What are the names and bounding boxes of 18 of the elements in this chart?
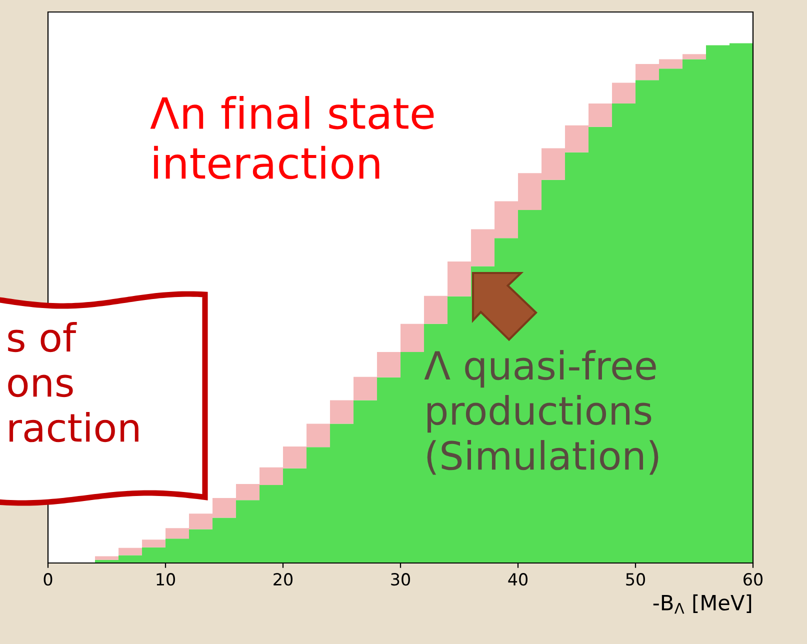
bar xyxy=(142,540,166,548)
bar xyxy=(330,400,354,424)
x-tick-label: 60 xyxy=(744,573,762,586)
bar xyxy=(400,324,424,352)
x-tick-label: 40 xyxy=(508,573,528,586)
x-tick-label: 10 xyxy=(156,573,175,586)
x-axis-title: -B$_{Λ}$ [MeV] xyxy=(653,594,752,614)
bar xyxy=(118,548,142,556)
x-tick-label: 50 xyxy=(626,573,645,586)
x-tick-label: 30 xyxy=(391,573,410,586)
x-tick-label: 20 xyxy=(274,573,292,586)
x-tick-label: 0 xyxy=(44,573,52,586)
bar xyxy=(95,556,118,560)
annotation: Λ quasi-free productions (Simulation) xyxy=(424,350,658,475)
annotation: s of ons raction xyxy=(8,322,138,442)
annotation: Λn final state interaction xyxy=(150,96,434,180)
bar xyxy=(682,54,706,60)
bar xyxy=(612,82,636,104)
